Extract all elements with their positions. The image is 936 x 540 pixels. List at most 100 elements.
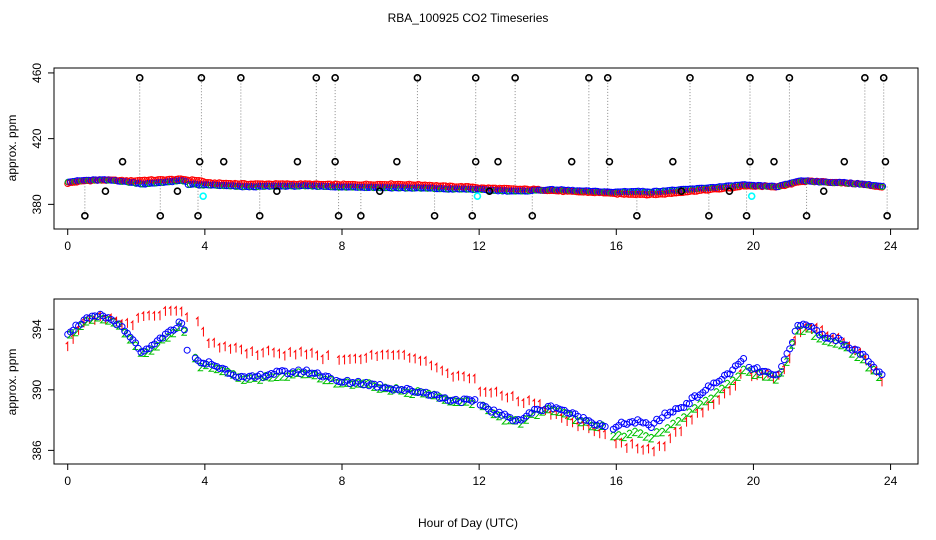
bottom-red-point — [515, 395, 519, 407]
bottom-green-point — [620, 432, 628, 442]
top-blue-point — [137, 180, 145, 188]
bottom-red-point — [619, 437, 622, 448]
bottom-green-point — [729, 376, 736, 385]
top-mid-outlier — [840, 157, 849, 166]
bottom-red-point — [260, 347, 264, 358]
bottom-red-point — [868, 363, 872, 374]
bottom-red-point — [184, 311, 188, 323]
bottom-red-point — [233, 342, 237, 353]
bottom-red-point — [293, 349, 297, 360]
bottom-green-point — [365, 379, 373, 388]
bottom-blue-point — [666, 408, 674, 416]
bottom-red-point — [353, 353, 356, 364]
bottom-red-point — [146, 310, 150, 321]
top-low-outlier — [742, 212, 751, 220]
bottom-blue-point — [180, 326, 188, 334]
bottom-green-point — [609, 431, 617, 441]
bottom-red-point — [673, 426, 677, 437]
bottom-red-point — [667, 432, 671, 444]
bottom-red-point — [239, 344, 242, 355]
bottom-y-tick-label: 386 — [30, 440, 44, 460]
bottom-green-point — [718, 384, 725, 394]
top-low-outlier — [156, 212, 165, 220]
bottom-red-point — [635, 443, 639, 454]
bottom-x-tick-label: 4 — [202, 474, 209, 488]
bottom-blue-point — [878, 371, 886, 379]
bottom-blue-point — [436, 394, 444, 402]
top-low-outlier — [633, 212, 641, 220]
bottom-red-point — [315, 350, 318, 361]
top-blue-point — [514, 187, 522, 195]
top-mid-outlier — [494, 157, 502, 166]
bottom-red-point — [179, 306, 183, 317]
top-high-outlier — [312, 74, 321, 82]
bottom-red-point — [689, 414, 693, 425]
top-x-tick-label: 16 — [610, 239, 624, 253]
top-minor-outlier — [485, 187, 494, 196]
bottom-red-point — [396, 349, 400, 360]
bottom-blue-point — [723, 370, 731, 378]
top-high-outlier — [603, 74, 612, 82]
x-axis-label: Hour of Day (UTC) — [418, 516, 518, 530]
bottom-red-point — [803, 322, 807, 333]
bottom-green-point — [734, 372, 742, 381]
bottom-red-point — [662, 441, 666, 452]
bottom-blue-point — [780, 356, 788, 364]
bottom-green-point — [653, 428, 660, 437]
bottom-red-point — [309, 347, 313, 358]
top-x-tick-label: 0 — [64, 239, 71, 253]
bottom-red-point — [879, 376, 883, 387]
top-minor-outlier — [677, 187, 686, 196]
top-red-point — [550, 187, 558, 195]
top-minor-outlier — [725, 187, 734, 196]
top-low-outlier — [194, 212, 202, 220]
bottom-red-point — [412, 353, 416, 364]
top-high-outlier — [135, 74, 144, 82]
top-low-outlier — [430, 212, 439, 220]
bottom-blue-point — [395, 386, 403, 394]
bottom-red-point — [222, 341, 226, 352]
top-cyan-point — [473, 192, 482, 200]
top-blue-point — [582, 187, 590, 195]
top-red-point — [532, 185, 540, 193]
top-mid-outlier — [746, 157, 754, 166]
bottom-red-point — [733, 380, 736, 391]
top-blue-point — [304, 182, 312, 190]
top-minor-outlier — [819, 187, 828, 196]
bottom-green-point — [658, 427, 666, 437]
top-y-tick-label: 420 — [30, 128, 44, 148]
bottom-blue-point — [683, 399, 691, 407]
bottom-red-point — [629, 438, 633, 449]
bottom-x-tick-label: 24 — [884, 474, 898, 488]
bottom-red-point — [65, 340, 69, 352]
top-high-outlier — [471, 74, 480, 82]
bottom-red-point — [700, 407, 704, 418]
top-blue-point — [686, 185, 694, 193]
bottom-green-point — [701, 396, 709, 406]
bottom-red-point — [819, 324, 823, 336]
bottom-y-axis-label: approx. ppm — [5, 349, 19, 416]
top-mid-outlier — [605, 157, 614, 166]
bottom-red-point — [450, 371, 454, 382]
bottom-red-point — [380, 349, 384, 360]
bottom-red-point — [401, 349, 405, 360]
bottom-red-point — [488, 387, 492, 398]
bottom-blue-point — [685, 400, 693, 408]
bottom-blue-point — [677, 404, 685, 412]
bottom-red-point — [749, 370, 753, 382]
top-green-point — [180, 178, 187, 185]
top-high-outlier — [861, 74, 869, 82]
bottom-red-point — [646, 443, 650, 454]
top-plot-frame — [53, 67, 919, 230]
bottom-red-point — [336, 354, 340, 365]
bottom-red-point — [374, 350, 378, 362]
bottom-red-point — [135, 312, 139, 323]
bottom-blue-point — [305, 370, 313, 378]
bottom-blue-point — [308, 369, 316, 377]
top-high-outlier — [197, 74, 206, 82]
bottom-red-point — [211, 337, 215, 348]
bottom-blue-point — [335, 378, 343, 386]
top-red-point — [747, 182, 755, 190]
top-high-outlier — [746, 74, 754, 82]
bottom-blue-point — [775, 370, 783, 378]
